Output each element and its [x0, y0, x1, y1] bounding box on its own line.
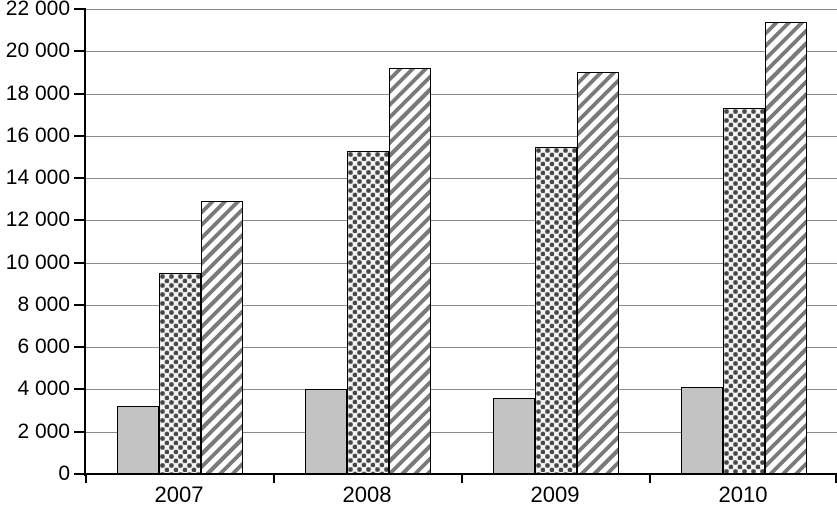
x-axis-tick: [85, 474, 87, 483]
y-axis-tick: [74, 50, 85, 53]
y-axis-tick-label: 16 000: [5, 123, 70, 147]
x-axis-category-label: 2007: [154, 482, 204, 507]
x-axis-category-label: 2008: [342, 482, 392, 507]
bar-sphere-checker-2007: [159, 273, 201, 474]
y-axis-tick: [74, 261, 85, 264]
y-gridline: [85, 431, 837, 433]
x-axis-line: [76, 473, 837, 475]
y-gridline: [85, 347, 837, 349]
y-axis-tick-label: 12 000: [5, 208, 70, 232]
bar-diagonal-stripes-2009: [577, 72, 619, 474]
y-axis-tick: [74, 303, 85, 306]
bar-sphere-checker-2009: [535, 147, 577, 474]
x-axis-category-label: 2010: [718, 482, 768, 507]
y-axis-tick-label: 6 000: [17, 335, 70, 359]
y-axis-tick: [74, 92, 85, 95]
bar-solid-gray-2007: [117, 406, 159, 474]
bar-solid-gray-2009: [493, 397, 535, 474]
y-gridline: [85, 93, 837, 95]
y-gridline: [85, 51, 837, 53]
bar-diagonal-stripes-2010: [765, 21, 807, 474]
bar-solid-gray-2008: [305, 389, 347, 474]
y-axis-tick: [74, 8, 85, 10]
y-gridline: [85, 304, 837, 306]
bar-sphere-checker-2010: [723, 108, 765, 474]
bar-diagonal-stripes-2008: [389, 68, 431, 474]
y-gridline: [85, 262, 837, 264]
y-axis-tick-label: 8 000: [17, 292, 70, 316]
y-gridline: [85, 178, 837, 180]
x-axis-tick: [461, 474, 463, 483]
y-gridline: [85, 220, 837, 222]
y-axis-tick-label: 4 000: [17, 377, 70, 401]
x-axis-tick: [273, 474, 275, 483]
y-gridline: [85, 9, 837, 10]
bar-sphere-checker-2008: [347, 150, 389, 474]
y-axis-tick: [74, 219, 85, 222]
y-axis-tick-label: 22 000: [5, 0, 70, 20]
y-axis-tick: [74, 177, 85, 180]
y-axis-tick: [74, 346, 85, 349]
y-gridline: [85, 135, 837, 137]
y-axis-tick-label: 18 000: [5, 81, 70, 105]
y-axis-line: [84, 8, 86, 476]
y-axis-tick-label: 14 000: [5, 166, 70, 190]
y-axis-tick: [74, 134, 85, 137]
x-axis-tick: [835, 474, 837, 483]
bar-solid-gray-2010: [681, 387, 723, 474]
y-axis-tick-label: 0: [58, 462, 70, 485]
y-axis-tick-label: 2 000: [17, 419, 70, 443]
y-gridline: [85, 389, 837, 391]
y-axis-tick: [74, 430, 85, 433]
x-axis-tick: [649, 474, 651, 483]
y-axis-tick: [74, 388, 85, 391]
bar-diagonal-stripes-2007: [201, 201, 243, 474]
y-axis-tick-label: 20 000: [5, 39, 70, 63]
x-axis-category-label: 2009: [530, 482, 580, 507]
y-axis-tick-label: 10 000: [5, 250, 70, 274]
